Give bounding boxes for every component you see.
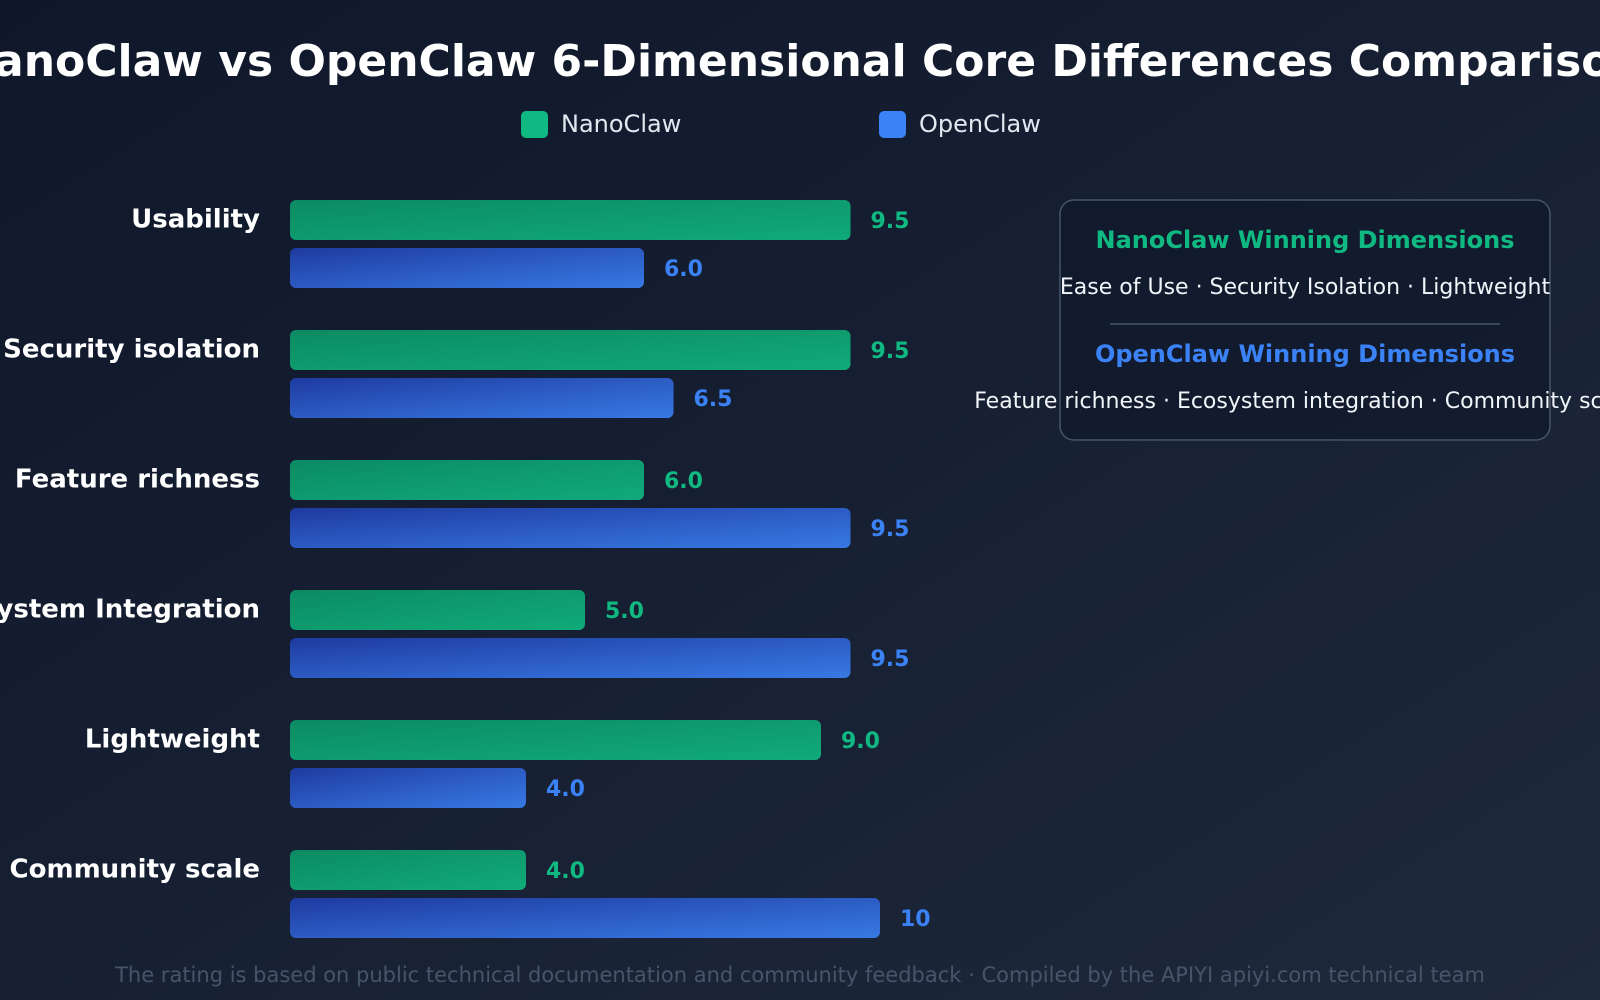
category-label: Community scale xyxy=(10,855,260,885)
value-label: 9.5 xyxy=(871,209,910,234)
bar xyxy=(290,768,526,808)
value-label: 6.5 xyxy=(694,387,733,412)
category-label: Feature richness xyxy=(15,465,260,495)
chart-title: NanoClaw vs OpenClaw 6-Dimensional Core … xyxy=(0,36,1600,87)
legend-label: OpenClaw xyxy=(919,110,1041,138)
legend-swatch xyxy=(521,111,548,138)
value-label: 10 xyxy=(900,907,931,932)
category-label: Usability xyxy=(131,205,260,235)
value-label: 9.5 xyxy=(871,339,910,364)
bar xyxy=(290,200,851,240)
bar xyxy=(290,508,851,548)
panel-text: Feature richness · Ecosystem integration… xyxy=(974,389,1600,414)
panel-title: OpenClaw Winning Dimensions xyxy=(1095,340,1515,368)
bar xyxy=(290,590,585,630)
legend-label: NanoClaw xyxy=(561,110,681,138)
panel-title: NanoClaw Winning Dimensions xyxy=(1095,226,1514,254)
bar xyxy=(290,248,644,288)
legend-swatch xyxy=(879,111,906,138)
value-label: 6.0 xyxy=(664,469,703,494)
value-label: 6.0 xyxy=(664,257,703,282)
value-label: 9.0 xyxy=(841,729,880,754)
bar xyxy=(290,638,851,678)
value-label: 4.0 xyxy=(546,859,585,884)
bar xyxy=(290,460,644,500)
bar xyxy=(290,850,526,890)
value-label: 9.5 xyxy=(871,517,910,542)
category-label: Lightweight xyxy=(85,725,260,755)
value-label: 5.0 xyxy=(605,599,644,624)
bar xyxy=(290,898,880,938)
bar xyxy=(290,378,674,418)
category-label: Security isolation xyxy=(3,335,260,365)
bar xyxy=(290,330,851,370)
summary-panel xyxy=(1059,199,1551,441)
value-label: 4.0 xyxy=(546,777,585,802)
category-label: Ecosystem Integration xyxy=(0,595,260,625)
footnote: The rating is based on public technical … xyxy=(114,963,1485,987)
bar xyxy=(290,720,821,760)
panel-text: Ease of Use · Security Isolation · Light… xyxy=(1060,275,1551,300)
value-label: 9.5 xyxy=(871,647,910,672)
